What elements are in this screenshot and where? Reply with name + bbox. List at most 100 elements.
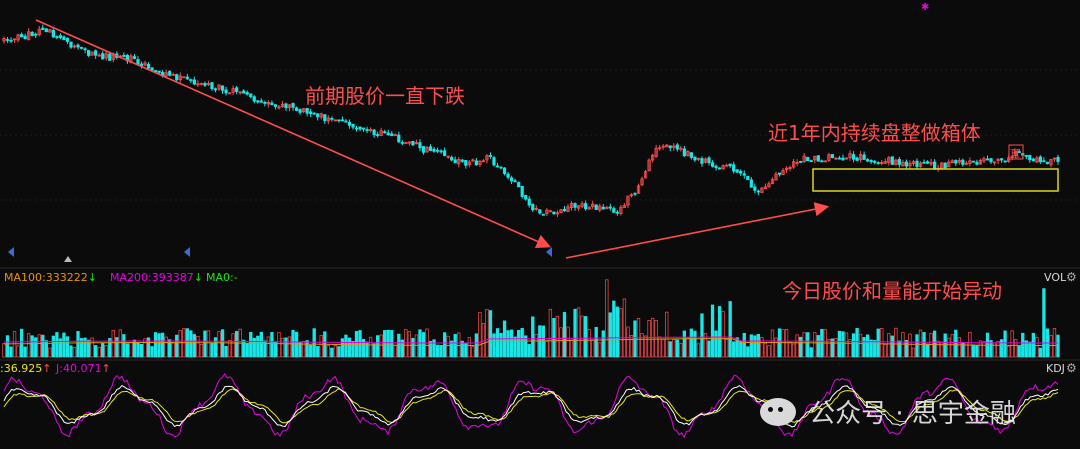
candle [527, 195, 531, 208]
candle [883, 158, 887, 164]
volume-bar [665, 311, 669, 358]
volume-bar [143, 338, 147, 358]
volume-bar [414, 334, 419, 358]
volume-bar [770, 329, 775, 358]
candle [971, 160, 975, 163]
candle [266, 100, 270, 108]
kdj-d-label: :36.925↑ [0, 362, 51, 375]
candle [830, 154, 834, 159]
candle [862, 151, 866, 160]
candle [404, 141, 408, 145]
vol-tag: VOL [1044, 271, 1067, 284]
candle [989, 158, 993, 165]
volume-bar [316, 346, 320, 358]
candle [1014, 150, 1018, 159]
volume-bar [432, 339, 436, 358]
volume-bar [887, 333, 891, 358]
candle [996, 157, 1000, 165]
volume-bar [196, 335, 200, 358]
volume-bar [929, 333, 933, 358]
gear-icon[interactable]: ⚙ [1066, 270, 1077, 284]
volume-bar [471, 346, 475, 358]
candle [150, 67, 154, 71]
volume-bar [129, 342, 133, 358]
candle [534, 205, 538, 212]
volume-bar [411, 337, 415, 358]
candle [1035, 155, 1039, 164]
spike-marker-label: 直 [1010, 149, 1020, 160]
candle [728, 163, 732, 168]
candle [615, 209, 619, 216]
volume-bar [605, 279, 609, 358]
candle [41, 24, 45, 31]
candle [354, 125, 359, 132]
candle [224, 86, 228, 96]
candle [400, 140, 404, 146]
volume-bar [340, 338, 345, 358]
star-marker-icon: ✱ [921, 2, 929, 13]
candle [961, 158, 965, 167]
candle [654, 144, 658, 158]
volume-bar [672, 339, 676, 358]
candle [1049, 158, 1053, 168]
volume-bar [615, 306, 620, 358]
candle [710, 160, 715, 168]
volume-bar [252, 337, 256, 358]
volume-bar [534, 333, 538, 358]
candle [164, 69, 168, 77]
candle [457, 157, 461, 168]
candle [217, 84, 221, 91]
volume-bar [354, 331, 359, 358]
volume-bar [393, 344, 397, 358]
candle [658, 144, 662, 151]
volume-bar [531, 316, 535, 358]
candle [633, 192, 637, 197]
candle [249, 93, 253, 99]
spike-marker-box [1008, 144, 1024, 160]
candle [55, 35, 59, 40]
volume-bar [55, 332, 59, 358]
candle [689, 152, 693, 160]
volume-bar [844, 332, 849, 358]
candle [964, 161, 968, 166]
candle [531, 203, 535, 212]
candle [1003, 160, 1007, 163]
volume-bar [9, 346, 13, 358]
candle [876, 161, 880, 165]
candle [735, 169, 739, 173]
candle [256, 100, 260, 104]
candle [770, 177, 775, 185]
candle [612, 206, 616, 213]
volume-bar [27, 333, 31, 358]
ma200-line [3, 336, 1058, 344]
candle [393, 133, 397, 137]
kdj-j-line [3, 372, 1059, 439]
kdj-k-line [3, 384, 1059, 428]
volume-bar [509, 329, 514, 358]
volume-bar [104, 345, 108, 358]
volume-bar [918, 329, 923, 358]
candle [104, 50, 108, 61]
volume-bar [608, 312, 612, 358]
candle [2, 36, 6, 44]
volume-bar [781, 329, 785, 358]
gear-icon[interactable]: ⚙ [1066, 361, 1077, 375]
candle [1042, 157, 1046, 163]
candle [90, 51, 94, 56]
volume-bar [520, 328, 524, 358]
volume-bar [231, 333, 235, 358]
chart-marker-icon [184, 247, 190, 257]
volume-bar [855, 327, 859, 358]
candle [792, 158, 796, 169]
volume-bar [224, 345, 228, 358]
candle [848, 150, 852, 161]
volume-bar [732, 341, 736, 358]
volume-bar [227, 340, 232, 358]
volume-bar [160, 332, 165, 358]
candle [439, 149, 443, 154]
chart-marker-icon [546, 247, 552, 257]
volume-bar [266, 336, 271, 358]
volume-bar [365, 341, 369, 358]
candle [192, 76, 196, 86]
candle [548, 209, 552, 213]
